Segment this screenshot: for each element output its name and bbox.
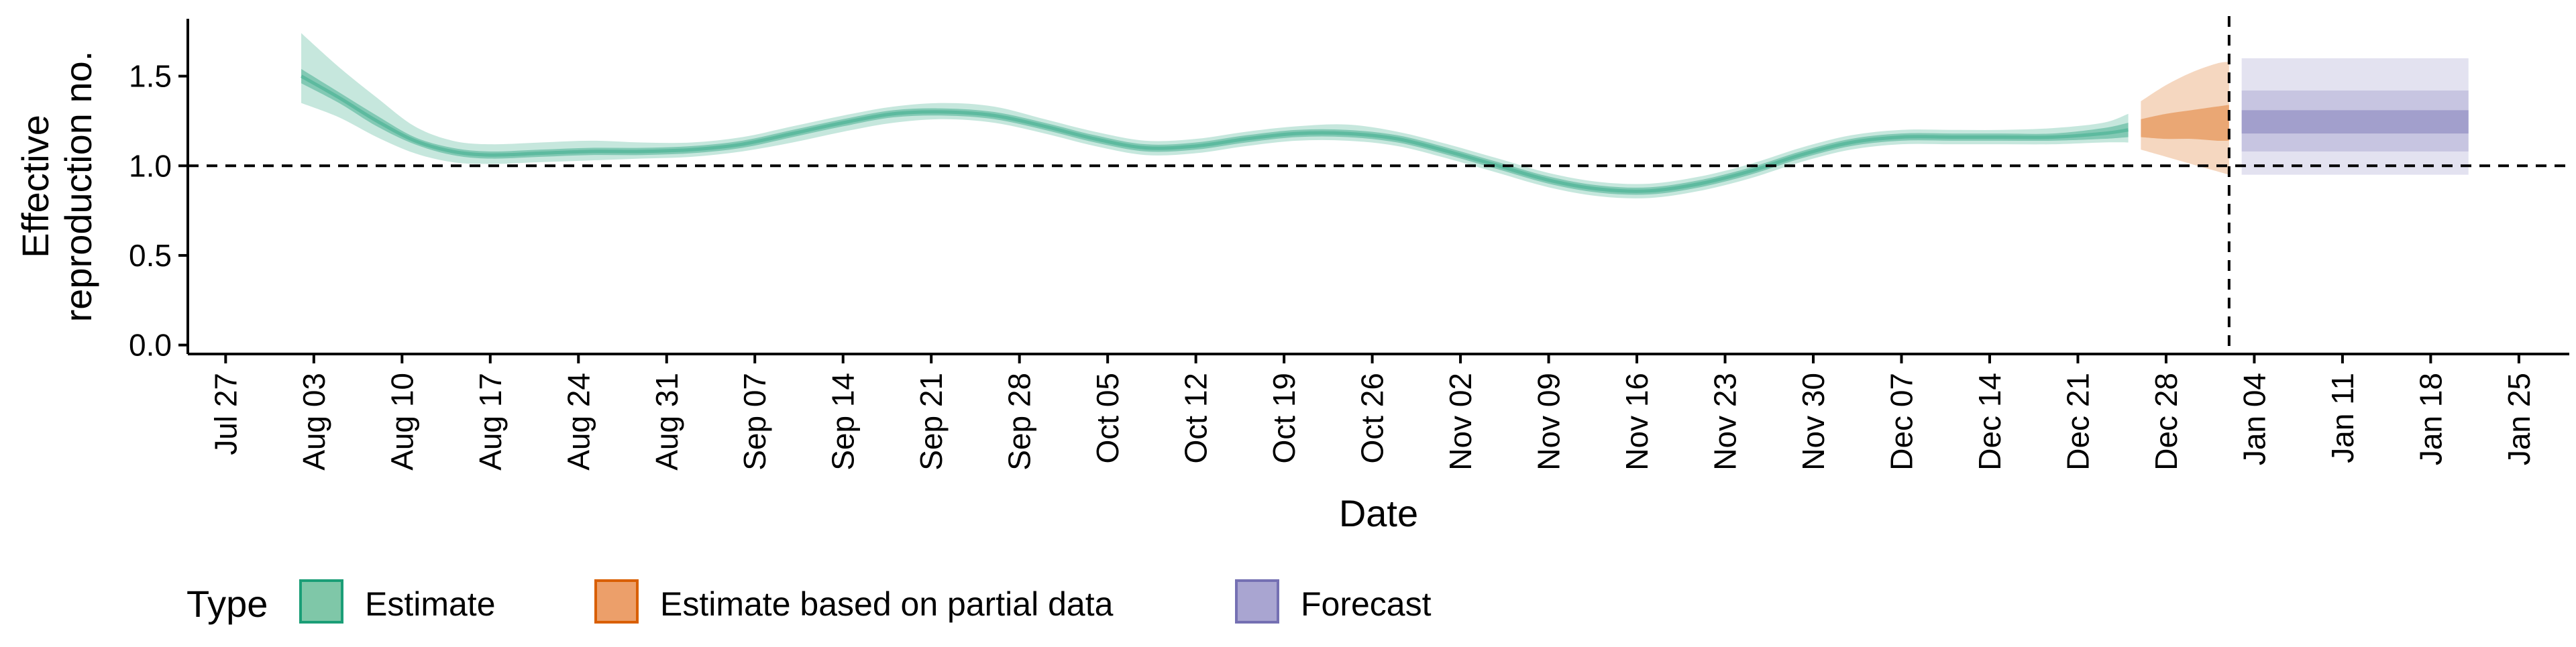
x-tick-label: Dec 14 <box>1972 373 2007 471</box>
x-tick-label: Nov 09 <box>1532 373 1566 471</box>
x-tick-label: Sep 07 <box>737 373 772 471</box>
y-tick-label: 1.5 <box>129 59 172 94</box>
y-axis-title-line-2: reproduction no. <box>57 51 99 322</box>
legend: Type Estimate Estimate based on partial d… <box>186 579 1432 625</box>
legend-label-forecast: Forecast <box>1301 585 1432 623</box>
x-tick-label: Jan 25 <box>2502 373 2536 465</box>
estimate-median-line <box>300 74 2129 193</box>
x-tick-label: Jan 04 <box>2237 373 2271 465</box>
x-tick-label: Nov 30 <box>1796 373 1831 471</box>
y-tick-label: 0.0 <box>129 328 172 363</box>
legend-swatch-forecast <box>1235 579 1279 624</box>
x-tick-label: Aug 31 <box>649 373 684 471</box>
legend-swatch-estimate <box>299 579 343 624</box>
y-tick-label: 0.5 <box>129 238 172 273</box>
x-tick-label: Oct 12 <box>1179 373 1214 464</box>
x-tick-label: Dec 21 <box>2060 373 2095 471</box>
x-tick-label: Nov 16 <box>1619 373 1654 471</box>
legend-items: Estimate Estimate based on partial data Fo… <box>299 579 1432 624</box>
forecast-band-95 <box>2241 58 2469 175</box>
x-tick-label: Aug 10 <box>384 373 419 471</box>
x-tick-label: Aug 24 <box>561 373 596 471</box>
forecast-band-90 <box>2241 90 2469 152</box>
estimate-band-50 <box>301 68 2129 195</box>
x-tick-label: Nov 02 <box>1443 373 1478 471</box>
x-tick-label: Oct 05 <box>1090 373 1125 464</box>
x-tick-label: Sep 14 <box>826 373 861 471</box>
x-tick-label: Dec 28 <box>2149 373 2184 471</box>
estimate-based-on-partial-data-band-90 <box>2141 62 2229 175</box>
x-tick-label: Aug 17 <box>473 373 508 471</box>
bands-layer <box>301 33 2469 198</box>
legend-label-estimate-based-on-partial-data: Estimate based on partial data <box>660 585 1114 623</box>
x-tick-label: Jan 18 <box>2413 373 2448 465</box>
estimate-band-90 <box>301 33 2129 198</box>
x-tick-label: Oct 26 <box>1355 373 1390 464</box>
y-axis-title-line-1: Effective <box>14 115 56 258</box>
axes-layer: 0.0 0.5 1.0 1.5 Jul 27 Aug 03 Aug 10 Aug 17 Aug … <box>129 19 2569 471</box>
x-tick-label: Sep 21 <box>914 373 949 471</box>
legend-label-estimate: Estimate <box>365 585 496 623</box>
x-tick-label: Aug 03 <box>297 373 331 471</box>
estimate-based-on-partial-data-band-50 <box>2141 105 2229 141</box>
y-tick-label: 1.0 <box>129 148 172 183</box>
legend-swatch-estimate-based-on-partial-data <box>594 579 639 624</box>
x-tick-label: Jan 11 <box>2325 373 2360 463</box>
reference-lines-layer <box>188 16 2569 354</box>
x-tick-label: Sep 28 <box>1002 373 1037 471</box>
forecast-band-50 <box>2241 110 2469 134</box>
x-tick-label: Jul 27 <box>208 373 243 455</box>
x-tick-label: Nov 23 <box>1708 373 1743 471</box>
x-tick-label: Dec 07 <box>1884 373 1919 471</box>
median-lines-layer <box>300 74 2129 193</box>
x-tick-label: Oct 19 <box>1267 373 1301 464</box>
legend-title: Type <box>186 583 268 625</box>
x-axis-title: Date <box>1339 492 1418 534</box>
